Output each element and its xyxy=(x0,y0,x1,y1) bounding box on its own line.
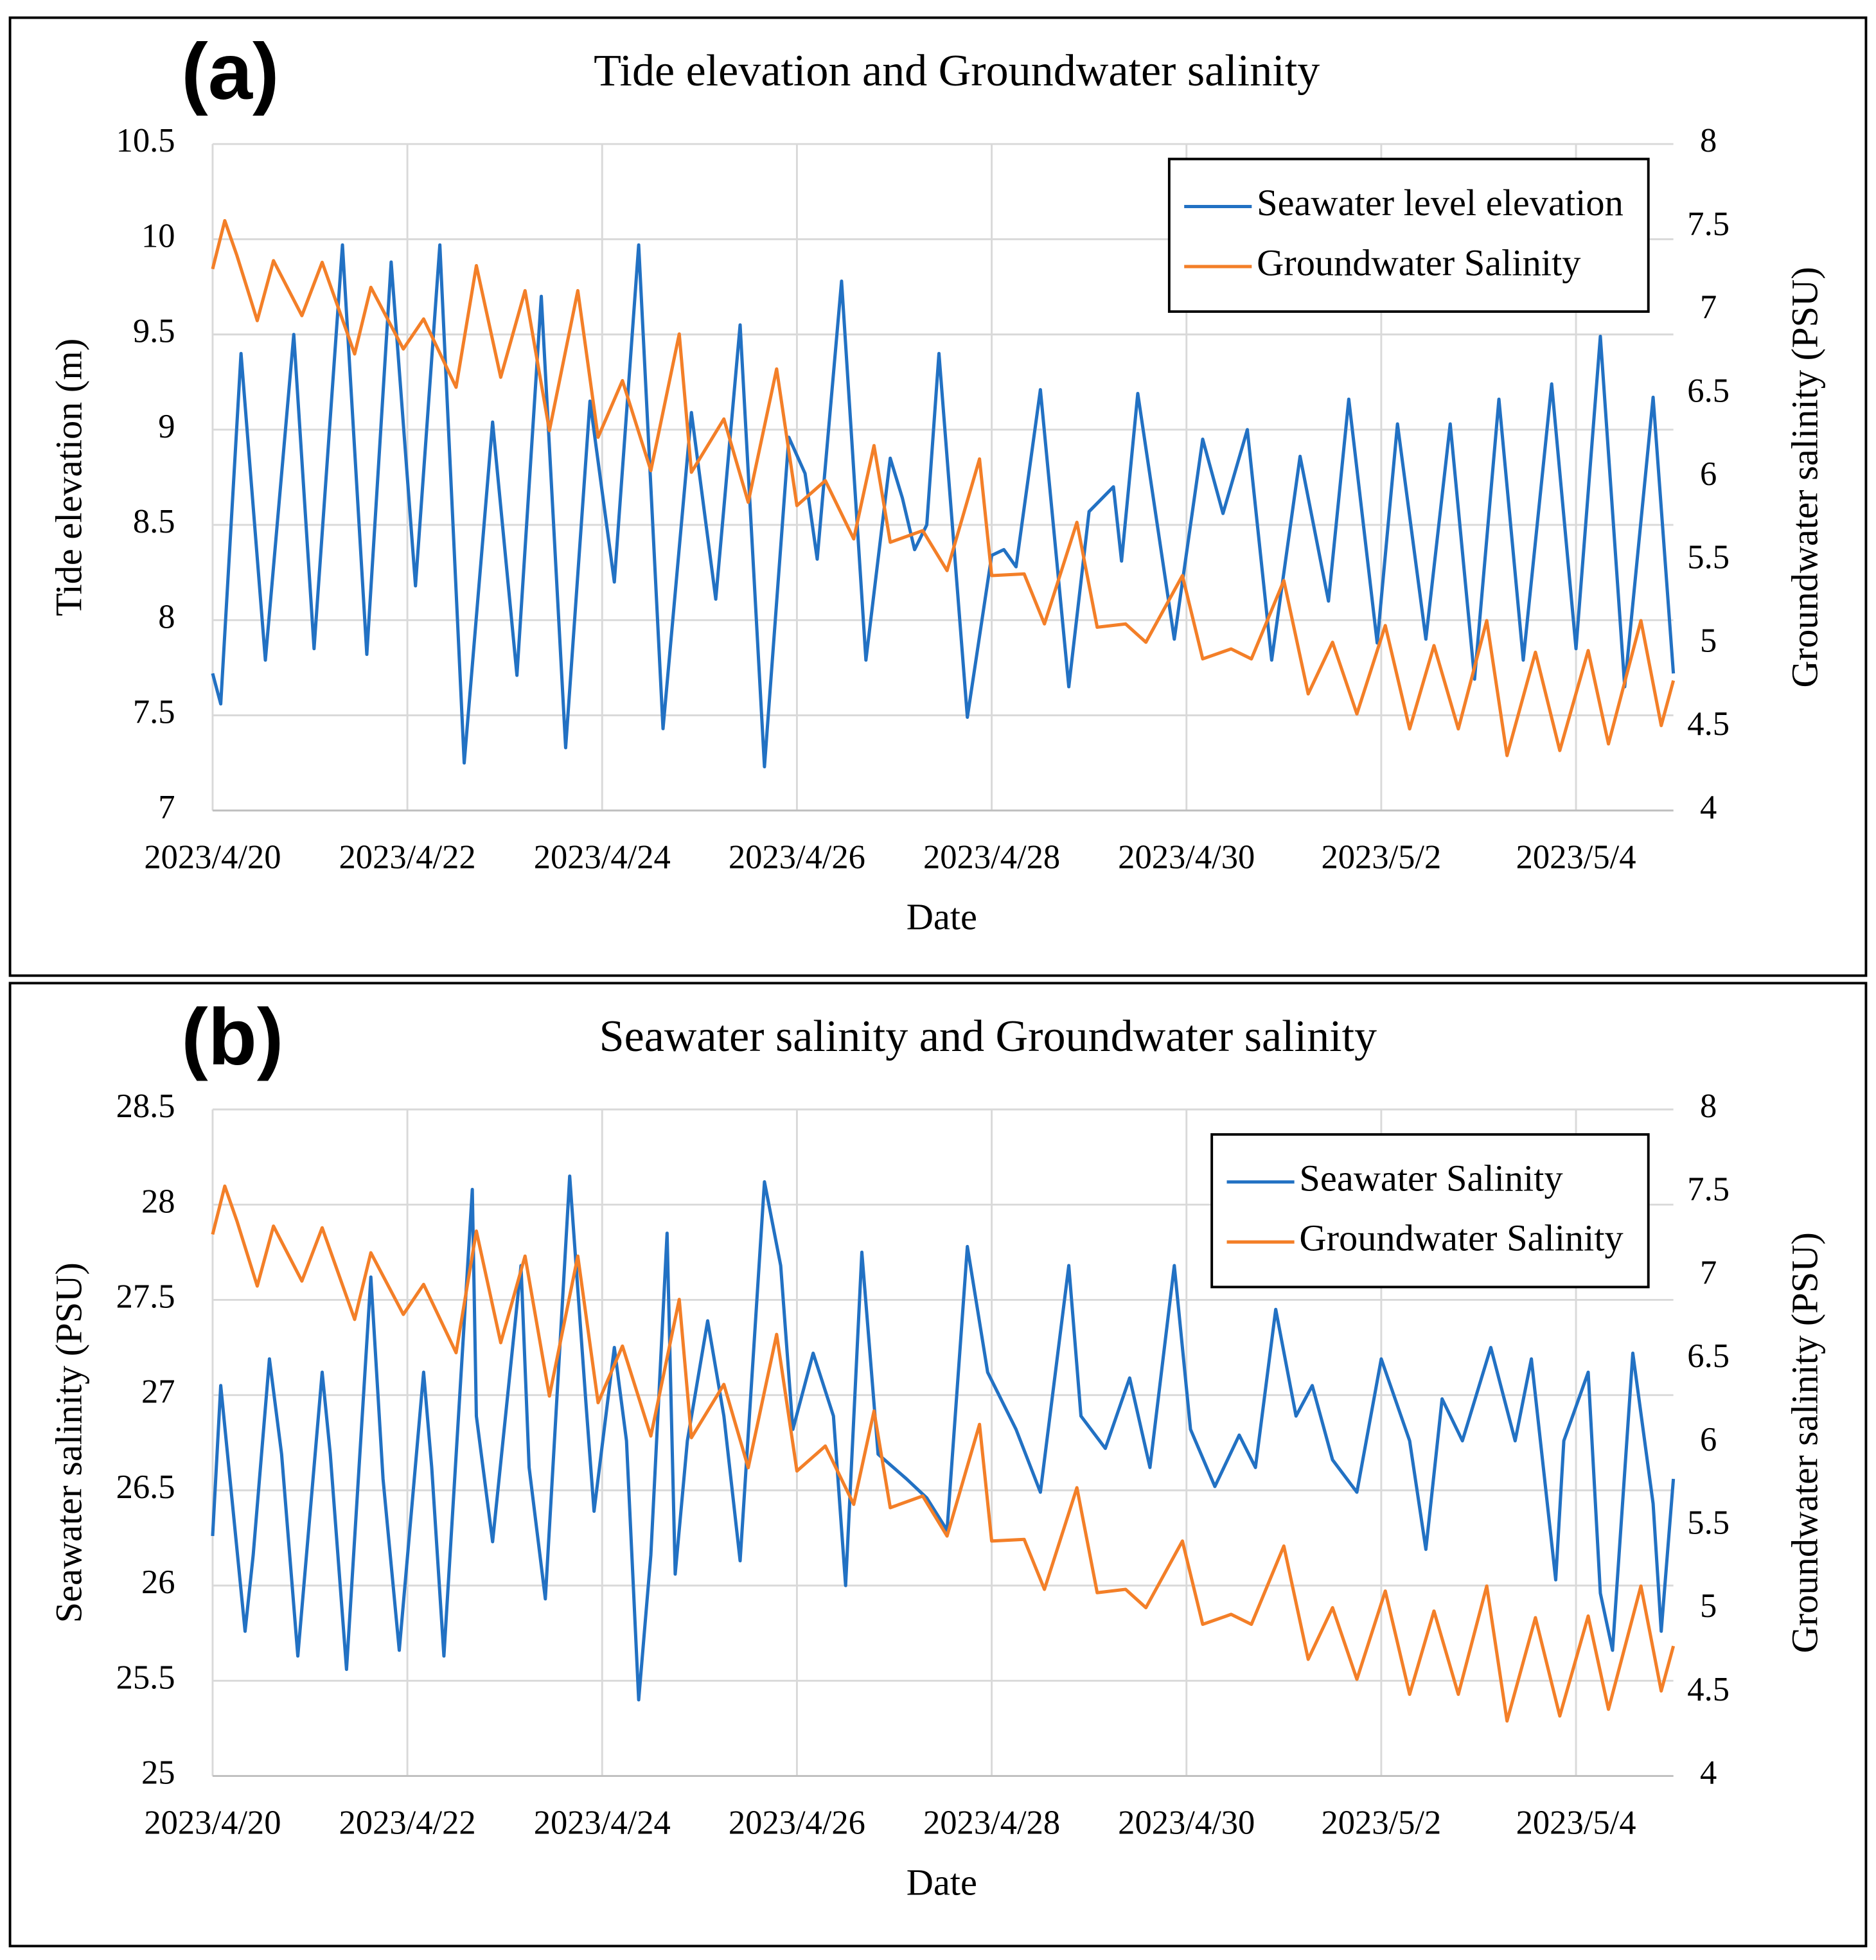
x-tick-label: 2023/5/4 xyxy=(1516,839,1636,876)
x-tick-label: 2023/5/4 xyxy=(1516,1804,1636,1841)
series-line xyxy=(211,243,1676,769)
legend-label: Groundwater Salinity xyxy=(1257,242,1580,283)
y-tick-label: 27 xyxy=(141,1373,175,1411)
legend-label: Seawater Salinity xyxy=(1299,1157,1562,1199)
y2-axis-title: Groundwater salinity (PSU) xyxy=(1783,1232,1825,1653)
y-tick-label: 26 xyxy=(141,1564,175,1601)
y-tick-label: 28 xyxy=(141,1183,175,1220)
x-tick-label: 2023/4/30 xyxy=(1118,839,1255,876)
y-tick-label: 25.5 xyxy=(116,1659,175,1696)
y2-tick-label: 7 xyxy=(1700,289,1717,326)
y2-axis-title: Groundwater salinity (PSU) xyxy=(1783,267,1825,687)
legend: Seawater level elevation Groundwater Sali… xyxy=(1167,157,1650,313)
x-tick-label: 2023/4/28 xyxy=(923,839,1060,876)
y-axis-title: Tide elevation (m) xyxy=(48,339,89,616)
y2-tick-label: 6 xyxy=(1700,455,1717,493)
y2-tick-label: 4.5 xyxy=(1687,1671,1730,1708)
x-tick-label: 2023/4/24 xyxy=(534,839,671,876)
y2-tick-label: 6.5 xyxy=(1687,372,1730,409)
y2-tick-label: 7 xyxy=(1700,1254,1717,1291)
y-tick-label: 10.5 xyxy=(116,122,175,159)
legend-label: Seawater level elevation xyxy=(1257,182,1624,224)
y-tick-label: 26.5 xyxy=(116,1469,175,1506)
x-tick-label: 2023/4/30 xyxy=(1118,1804,1255,1841)
y2-tick-label: 5.5 xyxy=(1687,539,1730,576)
x-tick-label: 2023/4/28 xyxy=(923,1804,1060,1841)
panel-label: (b) xyxy=(181,993,283,1082)
y-tick-label: 9 xyxy=(158,408,175,445)
x-tick-label: 2023/4/26 xyxy=(729,839,865,876)
chart-title: Seawater salinity and Groundwater salini… xyxy=(599,1012,1377,1061)
x-tick-label: 2023/4/20 xyxy=(144,839,281,876)
series-line xyxy=(211,1174,1676,1702)
y2-tick-label: 6.5 xyxy=(1687,1338,1730,1375)
y-tick-label: 28.5 xyxy=(116,1088,175,1125)
x-tick-label: 2023/4/22 xyxy=(339,1804,476,1841)
y2-tick-label: 6 xyxy=(1700,1421,1717,1458)
y-tick-label: 8 xyxy=(158,598,175,635)
series-line xyxy=(211,1184,1676,1723)
panel-label: (a) xyxy=(181,27,279,116)
x-axis-title: Date xyxy=(907,1861,977,1903)
y2-tick-label: 8 xyxy=(1700,122,1717,159)
legend-box xyxy=(1167,157,1650,313)
y2-tick-label: 4.5 xyxy=(1687,705,1730,743)
y-tick-label: 25 xyxy=(141,1754,175,1792)
y2-tick-label: 4 xyxy=(1700,1754,1717,1792)
panel: 25 25.5 26 26.5 27 27.5 28 28.5 4 4.5 5 5.5 6 6.5 7 7.5… xyxy=(8,982,1868,1948)
y-tick-label: 10 xyxy=(141,217,175,254)
x-tick-label: 2023/4/22 xyxy=(339,839,476,876)
y2-tick-label: 8 xyxy=(1700,1088,1717,1125)
y2-tick-label: 5 xyxy=(1700,622,1717,659)
y2-tick-label: 7.5 xyxy=(1687,206,1730,243)
x-tick-label: 2023/5/2 xyxy=(1321,1804,1441,1841)
y-tick-label: 9.5 xyxy=(133,313,175,350)
legend-label: Groundwater Salinity xyxy=(1299,1217,1623,1259)
x-tick-label: 2023/5/2 xyxy=(1321,839,1441,876)
x-tick-label: 2023/4/24 xyxy=(534,1804,671,1841)
panel: 7 7.5 8 8.5 9 9.5 10 10.5 4 4.5 5 5.5 6 6.5 7 7.5 8 2023/… xyxy=(8,16,1868,977)
x-axis-title: Date xyxy=(907,896,977,937)
series-line xyxy=(211,218,1676,757)
chart-title: Tide elevation and Groundwater salinity xyxy=(594,46,1320,96)
x-tick-label: 2023/4/26 xyxy=(729,1804,865,1841)
panel-border xyxy=(8,16,1868,977)
y-axis-title: Seawater salinity (PSU) xyxy=(48,1262,89,1623)
y2-tick-label: 4 xyxy=(1700,789,1717,826)
y-tick-label: 7 xyxy=(158,789,175,826)
y-tick-label: 27.5 xyxy=(116,1278,175,1315)
panel-border xyxy=(8,982,1868,1948)
y2-tick-label: 5.5 xyxy=(1687,1505,1730,1542)
y2-tick-label: 7.5 xyxy=(1687,1171,1730,1208)
legend-box xyxy=(1210,1133,1650,1289)
x-tick-label: 2023/4/20 xyxy=(144,1804,281,1841)
y2-tick-label: 5 xyxy=(1700,1587,1717,1625)
y-tick-label: 7.5 xyxy=(133,694,175,731)
legend: Seawater Salinity Groundwater Salinity xyxy=(1210,1133,1650,1289)
y-tick-label: 8.5 xyxy=(133,503,175,540)
